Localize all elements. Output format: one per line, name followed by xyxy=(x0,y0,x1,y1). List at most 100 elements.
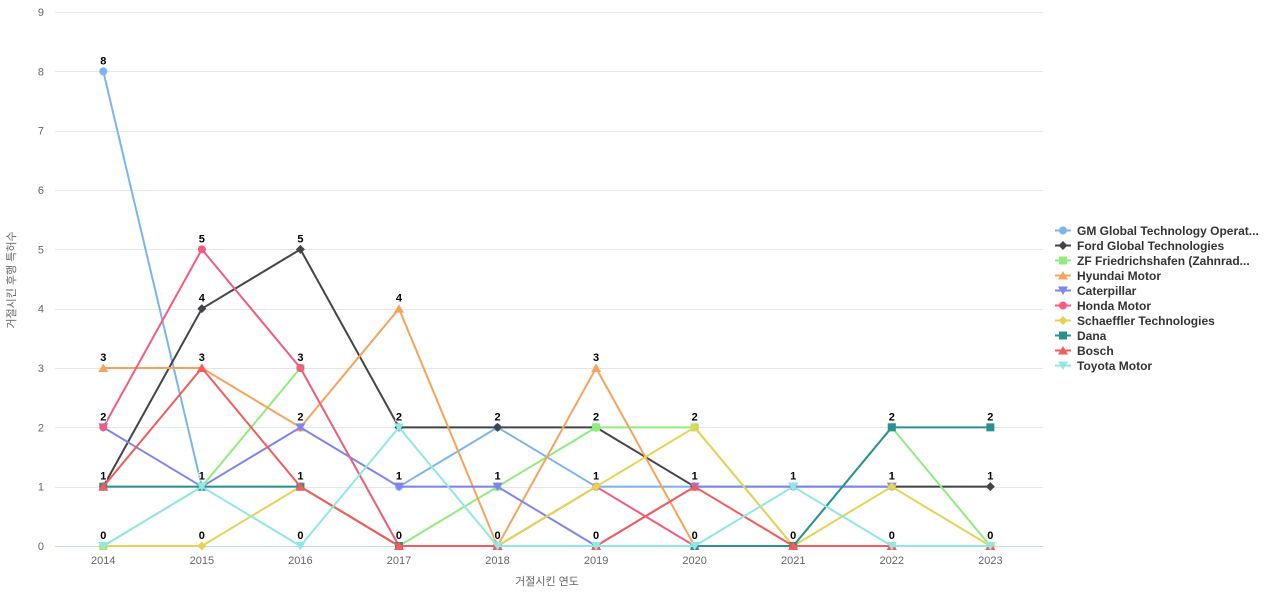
legend-marker-icon xyxy=(1055,286,1071,295)
legend-item-caterpillar[interactable]: Caterpillar xyxy=(1055,283,1259,298)
marker-toyota-motor[interactable] xyxy=(788,482,799,492)
marker-toyota-motor[interactable] xyxy=(492,542,503,551)
marker-toyota-motor[interactable] xyxy=(591,542,602,551)
legend-label: Hyundai Motor xyxy=(1077,268,1161,283)
data-label: 1 xyxy=(297,471,303,483)
marker-caterpillar[interactable] xyxy=(393,482,404,492)
legend-item-schaeffler-technologies[interactable]: Schaeffler Technologies xyxy=(1055,313,1259,328)
marker-bosch[interactable] xyxy=(196,363,207,373)
data-label: 1 xyxy=(790,471,796,483)
data-label: 2 xyxy=(593,411,599,423)
marker-hyundai-motor[interactable] xyxy=(393,304,404,313)
data-label: 4 xyxy=(396,293,403,305)
legend-symbol-caterpillar xyxy=(1058,286,1068,295)
legend-label: ZF Friedrichshafen (Zahnrad... xyxy=(1077,253,1250,268)
data-label: 2 xyxy=(494,411,500,423)
series-line-toyota-motor xyxy=(102,426,992,547)
x-tick-label: 2014 xyxy=(91,555,115,567)
y-tick-label: 7 xyxy=(38,126,44,138)
marker-gm-global-technology-operat[interactable] xyxy=(99,67,108,76)
marker-schaeffler-technologies[interactable] xyxy=(591,482,601,492)
data-label: 0 xyxy=(199,530,205,542)
legend-item-dana[interactable]: Dana xyxy=(1055,328,1259,343)
data-label: 1 xyxy=(593,471,599,483)
marker-ford-global-technologies[interactable] xyxy=(197,304,207,314)
data-label: 2 xyxy=(297,411,303,423)
marker-schaeffler-technologies[interactable] xyxy=(197,541,207,551)
marker-dana[interactable] xyxy=(986,423,995,432)
data-label: 3 xyxy=(100,352,106,364)
data-label: 3 xyxy=(297,352,303,364)
y-tick-label: 8 xyxy=(38,66,44,78)
data-label: 2 xyxy=(987,411,993,423)
legend-item-hyundai-motor[interactable]: Hyundai Motor xyxy=(1055,268,1259,283)
marker-caterpillar[interactable] xyxy=(295,423,306,432)
legend-symbol-zf-friedrichshafen-zahnrad xyxy=(1059,256,1067,265)
data-label: 1 xyxy=(100,471,106,483)
y-tick-label: 5 xyxy=(38,244,44,256)
marker-honda-motor[interactable] xyxy=(197,245,206,254)
legend-label: Bosch xyxy=(1077,343,1114,358)
y-tick-label: 6 xyxy=(38,185,44,197)
marker-toyota-motor[interactable] xyxy=(196,482,207,492)
marker-bosch[interactable] xyxy=(393,541,404,551)
marker-toyota-motor[interactable] xyxy=(295,542,306,551)
legend-marker-icon xyxy=(1055,301,1071,310)
data-label: 1 xyxy=(987,471,993,483)
legend-label: Schaeffler Technologies xyxy=(1077,313,1215,328)
legend-marker-icon xyxy=(1055,226,1071,235)
y-tick-label: 0 xyxy=(38,541,44,553)
marker-dana[interactable] xyxy=(887,423,896,432)
legend-marker-icon xyxy=(1055,241,1071,250)
marker-schaeffler-technologies[interactable] xyxy=(887,482,897,492)
marker-bosch[interactable] xyxy=(689,482,700,491)
legend-item-honda-motor[interactable]: Honda Motor xyxy=(1055,298,1259,313)
marker-toyota-motor[interactable] xyxy=(393,423,404,432)
marker-toyota-motor[interactable] xyxy=(98,542,109,551)
legend-symbol-honda-motor xyxy=(1059,301,1067,310)
legend-item-bosch[interactable]: Bosch xyxy=(1055,343,1259,358)
marker-toyota-motor[interactable] xyxy=(689,542,700,551)
marker-hyundai-motor[interactable] xyxy=(591,363,602,373)
series-line-gm-global-technology-operat xyxy=(102,70,203,488)
legend-item-zf-friedrichshafen-zahnrad[interactable]: ZF Friedrichshafen (Zahnrad... xyxy=(1055,253,1259,268)
marker-bosch[interactable] xyxy=(98,482,109,491)
legend-symbol-schaeffler-technologies xyxy=(1058,316,1068,325)
legend-item-toyota-motor[interactable]: Toyota Motor xyxy=(1055,358,1259,373)
legend-marker-icon xyxy=(1055,316,1071,325)
marker-honda-motor[interactable] xyxy=(99,423,108,432)
marker-ford-global-technologies[interactable] xyxy=(493,422,503,432)
x-tick-label: 2018 xyxy=(485,555,509,567)
marker-honda-motor[interactable] xyxy=(296,364,305,373)
marker-bosch[interactable] xyxy=(295,482,306,491)
data-label: 2 xyxy=(100,411,106,423)
marker-caterpillar[interactable] xyxy=(492,482,503,492)
data-label: 0 xyxy=(692,530,698,542)
data-label: 2 xyxy=(692,411,698,423)
legend-marker-icon xyxy=(1055,346,1071,355)
data-label: 5 xyxy=(297,233,303,245)
x-tick-label: 2022 xyxy=(880,555,904,567)
y-tick-label: 4 xyxy=(38,304,44,316)
data-label: 3 xyxy=(199,352,205,364)
marker-schaeffler-technologies[interactable] xyxy=(690,422,700,432)
marker-ford-global-technologies[interactable] xyxy=(295,244,305,254)
legend-label: Caterpillar xyxy=(1077,283,1137,298)
legend-label: Ford Global Technologies xyxy=(1077,238,1225,253)
marker-hyundai-motor[interactable] xyxy=(98,363,109,373)
legend-item-ford-global-technologies[interactable]: Ford Global Technologies xyxy=(1055,238,1259,253)
legend-marker-icon xyxy=(1055,271,1071,280)
legend-symbol-bosch xyxy=(1058,346,1068,355)
marker-zf-friedrichshafen-zahnrad[interactable] xyxy=(592,423,601,432)
x-axis-title: 거절시킨 연도 xyxy=(515,576,579,588)
marker-bosch[interactable] xyxy=(788,541,799,551)
legend-marker-icon xyxy=(1055,331,1071,340)
marker-toyota-motor[interactable] xyxy=(886,542,897,551)
marker-ford-global-technologies[interactable] xyxy=(985,482,995,492)
legend-label: GM Global Technology Operat... xyxy=(1077,223,1259,238)
data-label: 3 xyxy=(593,352,599,364)
legend-item-gm-global-technology-operat[interactable]: GM Global Technology Operat... xyxy=(1055,223,1259,238)
data-label: 0 xyxy=(100,530,106,542)
marker-toyota-motor[interactable] xyxy=(985,542,996,551)
series-line-honda-motor xyxy=(102,248,992,547)
